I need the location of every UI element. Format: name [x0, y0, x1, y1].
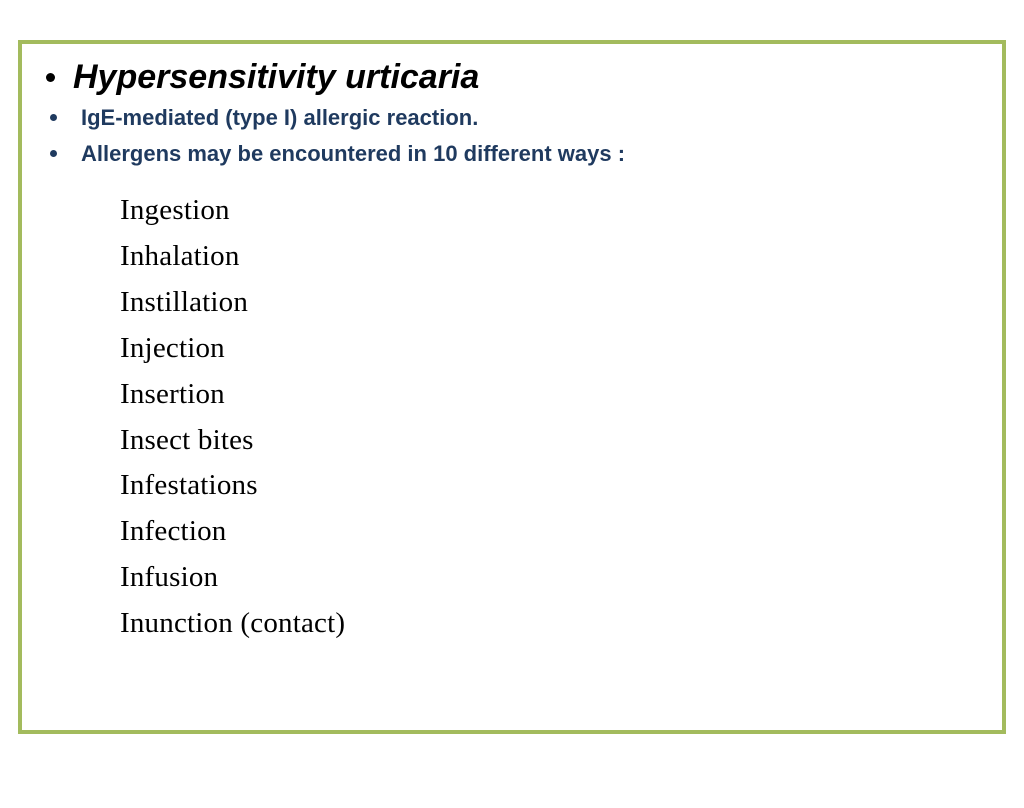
- sub-bullet-row: Allergens may be encountered in 10 diffe…: [46, 139, 978, 169]
- list-item: Infection: [120, 509, 978, 555]
- title-row: Hypersensitivity urticaria: [46, 58, 978, 97]
- slide-frame: Hypersensitivity urticaria IgE-mediated …: [18, 40, 1006, 734]
- list-item: Injection: [120, 326, 978, 372]
- list-item: Infusion: [120, 555, 978, 601]
- slide-title: Hypersensitivity urticaria: [73, 58, 479, 97]
- bullet-icon: [46, 73, 55, 82]
- sub-bullet-row: IgE-mediated (type I) allergic reaction.: [46, 103, 978, 133]
- sub-bullet-text: Allergens may be encountered in 10 diffe…: [81, 139, 625, 169]
- bullet-icon: [50, 150, 57, 157]
- list-item: Insect bites: [120, 418, 978, 464]
- list-item: Instillation: [120, 280, 978, 326]
- list-item: Ingestion: [120, 188, 978, 234]
- sub-bullet-text: IgE-mediated (type I) allergic reaction.: [81, 103, 478, 133]
- list-item: Infestations: [120, 463, 978, 509]
- list-item: Inhalation: [120, 234, 978, 280]
- bullet-icon: [50, 114, 57, 121]
- list-item: Inunction (contact): [120, 601, 978, 647]
- list-item: Insertion: [120, 372, 978, 418]
- ways-list: Ingestion Inhalation Instillation Inject…: [120, 188, 978, 646]
